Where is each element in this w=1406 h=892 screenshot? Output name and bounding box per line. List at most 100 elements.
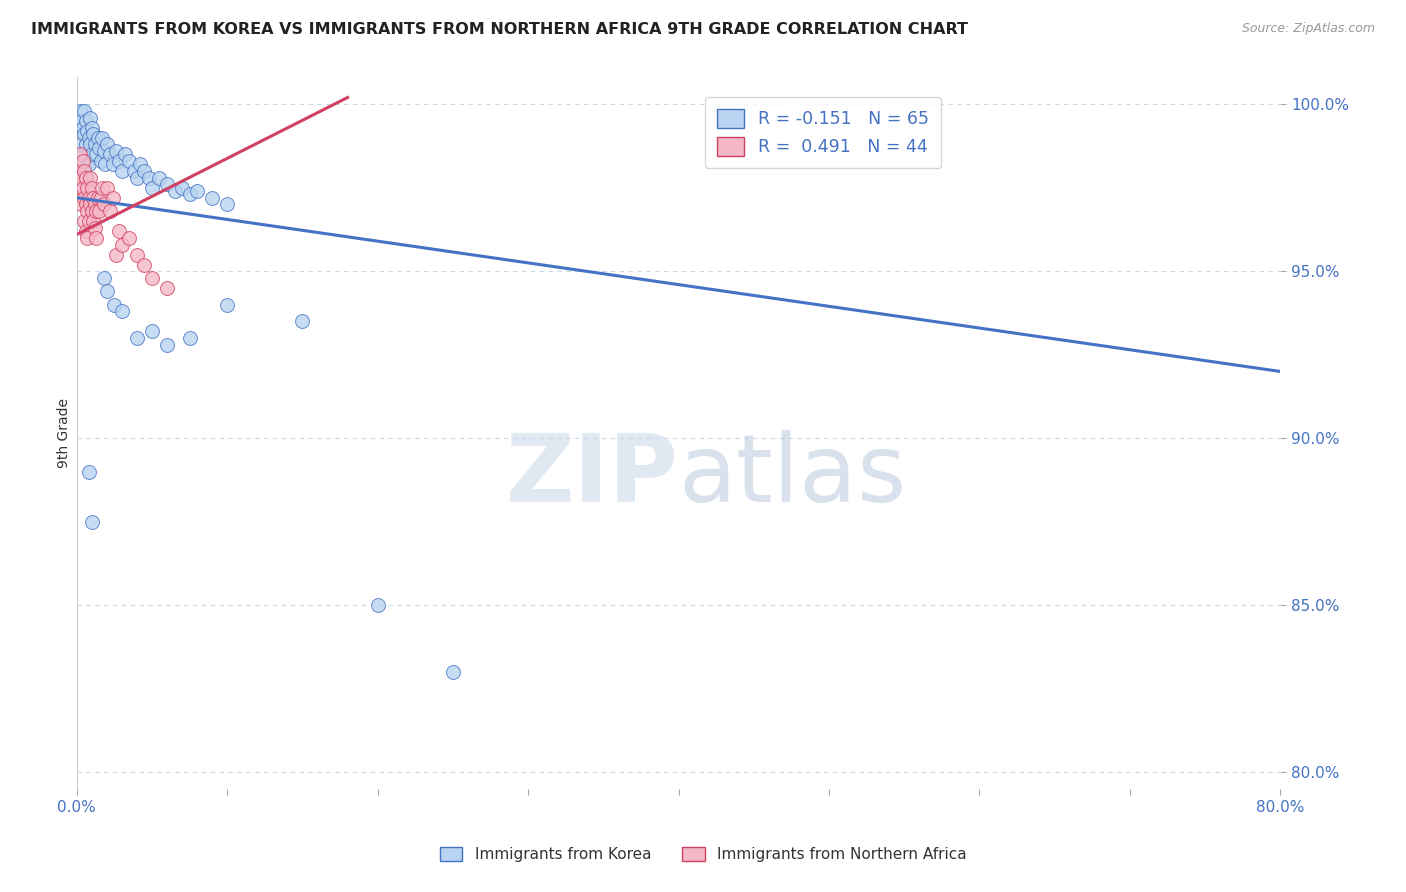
Point bbox=[73, 214, 96, 228]
Point bbox=[111, 304, 134, 318]
Point bbox=[84, 204, 107, 219]
Point bbox=[96, 137, 118, 152]
Point bbox=[76, 204, 98, 219]
Point bbox=[80, 204, 103, 219]
Point bbox=[75, 224, 97, 238]
Point bbox=[72, 120, 94, 135]
Text: IMMIGRANTS FROM KOREA VS IMMIGRANTS FROM NORTHERN AFRICA 9TH GRADE CORRELATION C: IMMIGRANTS FROM KOREA VS IMMIGRANTS FROM… bbox=[31, 22, 967, 37]
Point bbox=[129, 157, 152, 171]
Point bbox=[83, 137, 105, 152]
Point bbox=[91, 180, 114, 194]
Point bbox=[70, 197, 93, 211]
Point bbox=[75, 114, 97, 128]
Point bbox=[69, 147, 91, 161]
Point bbox=[118, 153, 141, 168]
Point bbox=[217, 298, 239, 312]
Point bbox=[148, 170, 170, 185]
Point bbox=[84, 231, 107, 245]
Point bbox=[441, 665, 464, 680]
Point bbox=[72, 153, 94, 168]
Point bbox=[76, 124, 98, 138]
Point bbox=[118, 231, 141, 245]
Point bbox=[80, 180, 103, 194]
Point bbox=[101, 191, 124, 205]
Point bbox=[77, 191, 100, 205]
Point bbox=[125, 170, 148, 185]
Point bbox=[77, 214, 100, 228]
Point bbox=[79, 170, 101, 185]
Point bbox=[73, 103, 96, 118]
Point bbox=[87, 191, 110, 205]
Point bbox=[138, 170, 160, 185]
Point bbox=[80, 120, 103, 135]
Y-axis label: 9th Grade: 9th Grade bbox=[58, 399, 72, 468]
Point bbox=[93, 144, 115, 158]
Point bbox=[77, 465, 100, 479]
Point bbox=[82, 191, 104, 205]
Point bbox=[122, 164, 145, 178]
Point bbox=[75, 170, 97, 185]
Point bbox=[141, 325, 163, 339]
Point bbox=[111, 164, 134, 178]
Point bbox=[84, 147, 107, 161]
Point bbox=[70, 170, 93, 185]
Point bbox=[77, 157, 100, 171]
Point bbox=[141, 271, 163, 285]
Point bbox=[77, 130, 100, 145]
Point bbox=[186, 184, 208, 198]
Point bbox=[104, 144, 127, 158]
Point bbox=[82, 127, 104, 141]
Point bbox=[114, 147, 136, 161]
Point bbox=[156, 281, 179, 295]
Point bbox=[170, 180, 193, 194]
Point bbox=[76, 231, 98, 245]
Point bbox=[104, 247, 127, 261]
Point bbox=[94, 157, 117, 171]
Point bbox=[108, 224, 131, 238]
Point bbox=[75, 197, 97, 211]
Point bbox=[83, 197, 105, 211]
Legend: Immigrants from Korea, Immigrants from Northern Africa: Immigrants from Korea, Immigrants from N… bbox=[433, 841, 973, 868]
Point bbox=[67, 164, 90, 178]
Point bbox=[101, 157, 124, 171]
Point bbox=[82, 214, 104, 228]
Point bbox=[80, 515, 103, 529]
Point bbox=[156, 337, 179, 351]
Point bbox=[73, 127, 96, 141]
Point bbox=[89, 204, 111, 219]
Point bbox=[79, 111, 101, 125]
Point bbox=[108, 153, 131, 168]
Point bbox=[179, 331, 201, 345]
Point bbox=[72, 180, 94, 194]
Point bbox=[93, 271, 115, 285]
Point bbox=[163, 184, 186, 198]
Point bbox=[79, 197, 101, 211]
Point bbox=[96, 180, 118, 194]
Point bbox=[90, 191, 112, 205]
Point bbox=[80, 147, 103, 161]
Point bbox=[125, 247, 148, 261]
Point bbox=[179, 187, 201, 202]
Point bbox=[70, 114, 93, 128]
Point bbox=[134, 164, 156, 178]
Point bbox=[89, 140, 111, 154]
Point bbox=[96, 285, 118, 299]
Text: atlas: atlas bbox=[679, 430, 907, 522]
Point bbox=[75, 137, 97, 152]
Point bbox=[156, 178, 179, 192]
Point bbox=[73, 164, 96, 178]
Point bbox=[291, 314, 314, 328]
Text: Source: ZipAtlas.com: Source: ZipAtlas.com bbox=[1241, 22, 1375, 36]
Point bbox=[87, 130, 110, 145]
Point bbox=[103, 298, 125, 312]
Point bbox=[111, 237, 134, 252]
Point bbox=[83, 220, 105, 235]
Point bbox=[72, 147, 94, 161]
Point bbox=[91, 130, 114, 145]
Point bbox=[125, 331, 148, 345]
Point bbox=[79, 137, 101, 152]
Point bbox=[98, 147, 121, 161]
Point bbox=[90, 153, 112, 168]
Point bbox=[76, 180, 98, 194]
Text: ZIP: ZIP bbox=[506, 430, 679, 522]
